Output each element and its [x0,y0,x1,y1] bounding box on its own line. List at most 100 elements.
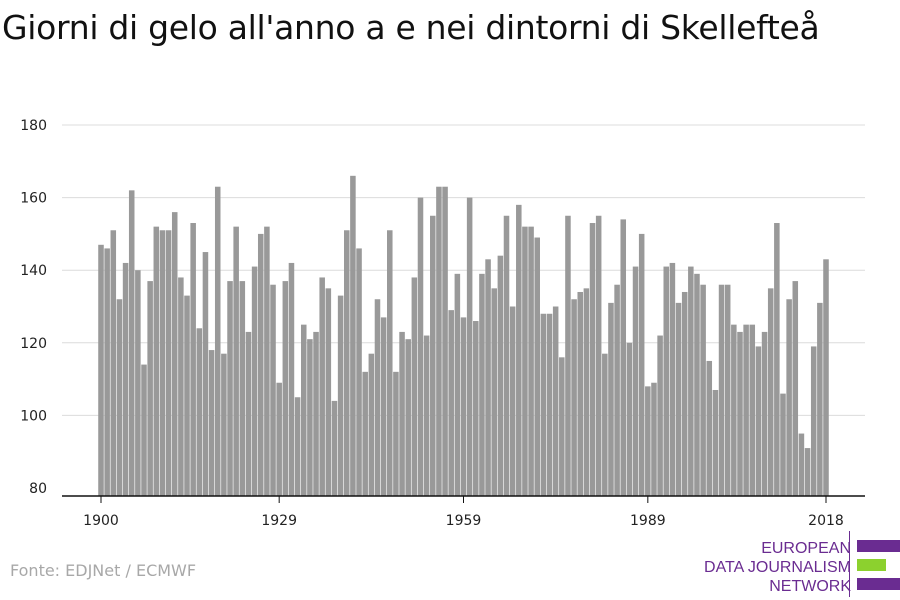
bar [509,306,516,496]
bar [159,230,166,496]
x-tick-label: 1989 [630,513,666,529]
bar [546,313,553,496]
bar [165,230,172,496]
bar [264,226,270,496]
y-axis-labels: 80 100 120 140 160 180 [20,118,47,497]
bar [208,350,215,496]
bar [614,284,620,496]
y-tick-label: 100 [20,408,47,424]
bar [559,357,565,496]
bar [350,175,356,496]
bar [638,233,645,496]
bar [104,248,110,496]
bar [153,226,160,496]
bar [343,230,350,496]
bar [141,364,147,496]
bar [473,321,479,496]
bar [270,284,276,496]
bar [743,324,749,496]
bar [288,262,295,496]
bar [626,342,633,496]
bar [774,223,780,496]
bar [632,266,639,496]
bar [448,310,454,496]
bar [374,299,381,496]
bar [755,346,762,496]
bar [681,291,688,496]
bar [411,277,418,496]
bar [239,281,246,496]
bar [503,215,510,496]
bar [749,324,756,496]
bar [583,288,590,496]
bar [645,386,651,496]
logo-bar-bottom [857,578,900,590]
y-tick-label: 80 [29,481,47,497]
bar [454,273,461,496]
logo-line-2: DATA JOURNALISM [704,559,851,576]
logo-line-1: EUROPEAN [761,540,851,557]
bar [712,389,719,496]
bar [700,284,706,496]
x-tick-label: 1959 [446,513,482,529]
bar [792,281,799,496]
bar [257,233,264,496]
bar [608,302,614,496]
bar [313,331,319,496]
source-note: Fonte: EDJNet / ECMWF [10,561,197,580]
bar [184,295,190,496]
bar [233,226,239,496]
bar [810,346,817,496]
bar [540,313,547,496]
bar [423,335,430,496]
edjnet-logo[interactable]: EUROPEAN DATA JOURNALISM NETWORK [700,531,900,597]
bar [368,353,375,496]
bar [110,230,117,496]
bar [657,335,663,496]
bar [245,331,252,496]
bar [669,262,676,496]
bar [460,317,467,496]
bar [786,299,792,496]
bar [706,360,713,496]
y-tick-label: 120 [20,336,47,352]
bar [307,339,313,496]
bar [675,302,682,496]
bars [98,175,829,497]
bar [417,197,424,496]
bar [595,215,602,496]
bar [491,288,497,496]
bar [221,353,227,496]
bar [602,353,608,496]
bar [466,197,473,496]
bar [178,277,184,496]
bar [516,204,522,497]
bar [798,433,805,496]
bar [380,317,387,496]
bar [362,371,368,496]
y-tick-label: 160 [20,191,47,207]
bar [780,393,786,496]
bar [325,288,332,496]
bar [688,266,694,496]
x-tick-label: 1900 [83,513,119,529]
bar [651,382,657,496]
bar [276,382,282,496]
bar [147,281,153,496]
bar [694,273,700,496]
bar [528,226,534,496]
logo-text: EUROPEAN DATA JOURNALISM NETWORK [704,539,851,596]
x-axis: 1900 1929 1959 1989 2018 [62,495,865,529]
bar [534,237,540,496]
bar [737,331,743,496]
bar [337,295,344,496]
logo-bar-top [857,540,900,552]
bar [577,291,584,496]
bar [202,252,209,496]
bar [190,223,196,496]
bar [227,281,233,496]
y-tick-label: 140 [20,263,47,279]
bar [171,212,178,496]
x-tick-label: 1929 [261,513,297,529]
